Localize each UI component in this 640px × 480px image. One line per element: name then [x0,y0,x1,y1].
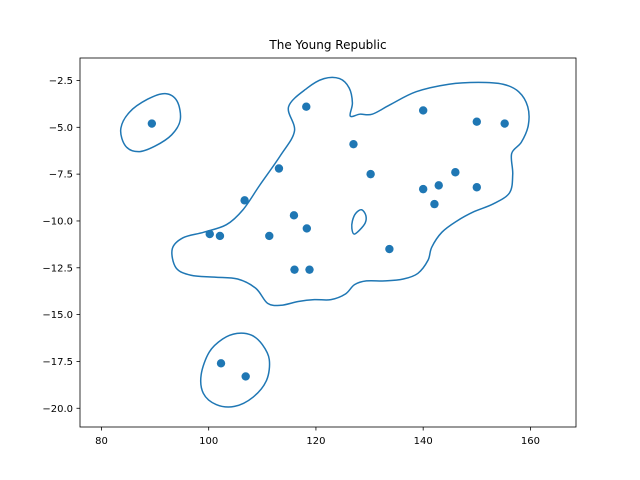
point-layer [147,102,509,381]
y-tick-label-6: −17.5 [42,357,73,368]
data-point-14 [289,211,299,220]
data-point-4 [500,119,509,128]
data-point-5 [349,139,358,149]
y-tick-label-1: −5.0 [49,123,73,134]
contour-line-2 [350,208,367,235]
y-tick-label-3: −10.0 [42,216,73,227]
chart-title: The Young Republic [268,38,386,52]
x-tick-label-3: 140 [414,436,433,447]
data-point-15 [302,224,312,233]
data-point-2 [418,106,428,115]
plot-frame [79,57,577,428]
data-point-12 [240,196,249,205]
x-axis: 80 100 120 140 160 [95,427,540,447]
y-tick-label-4: −12.5 [42,263,73,274]
x-tick-label-0: 80 [95,436,108,447]
data-point-9 [418,184,428,194]
data-point-10 [434,181,443,190]
x-tick-label-1: 100 [199,436,218,447]
data-point-22 [216,359,226,368]
contour-layer [119,76,530,408]
data-point-1 [302,102,311,111]
data-point-7 [366,169,375,179]
data-point-20 [290,265,299,274]
y-tick-label-5: −15.0 [42,310,73,321]
data-point-13 [430,199,439,209]
data-point-0 [147,119,157,128]
contour-line-0 [119,92,182,153]
data-point-16 [205,229,214,239]
data-point-6 [274,164,284,173]
x-tick-label-4: 160 [521,436,540,447]
contour-line-1 [171,76,530,307]
data-point-11 [472,183,481,192]
data-point-8 [451,168,460,177]
contour-line-3 [200,332,271,408]
y-tick-label-2: −7.5 [49,170,73,181]
data-point-17 [215,231,225,241]
data-point-3 [472,117,481,126]
y-tick-label-0: −2.5 [49,76,73,87]
y-tick-label-7: −20.0 [42,404,73,415]
data-point-23 [241,372,250,381]
data-point-19 [385,244,394,254]
x-tick-label-2: 120 [306,436,325,447]
data-point-18 [265,231,274,241]
y-axis: −2.5 −5.0 −7.5 −10.0 −12.5 −15.0 −17.5 −20.0 [42,76,80,415]
data-point-21 [305,265,314,274]
